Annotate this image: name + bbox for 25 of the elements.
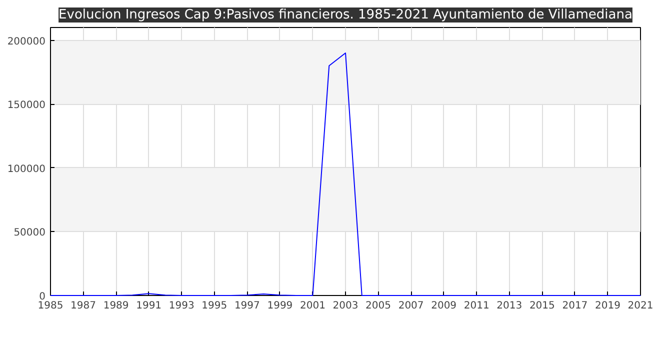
y-tick-label: 0 (39, 292, 46, 302)
x-tick-label: 2011 (464, 300, 490, 312)
x-tick-label: 1993 (168, 300, 194, 312)
x-tick-label: 1989 (103, 300, 129, 312)
x-tick-label: 1997 (234, 300, 260, 312)
x-tick-label: 2001 (300, 300, 326, 312)
x-tick-label: 2015 (529, 300, 555, 312)
y-tick-label: 200000 (7, 36, 46, 48)
x-tick-label: 1991 (136, 300, 162, 312)
x-tick-label: 2009 (431, 300, 457, 312)
x-tick-label: 2013 (496, 300, 522, 312)
x-tick-label: 1999 (267, 300, 293, 312)
y-tick-label: 150000 (7, 100, 46, 112)
x-tick-label: 2021 (628, 300, 654, 312)
x-tick-label: 2003 (332, 300, 358, 312)
x-tick-label: 2019 (595, 300, 620, 312)
y-tick-label: 100000 (7, 164, 46, 175)
x-tick-label: 1985 (38, 300, 64, 312)
x-tick-label: 2007 (398, 300, 424, 312)
x-tick-label: 2017 (562, 300, 588, 312)
x-tick-label: 1995 (202, 300, 228, 312)
x-tick-label: 1987 (70, 300, 96, 312)
x-tick-label: 2005 (366, 300, 392, 312)
y-tick-label: 50000 (14, 228, 46, 239)
chart-title: Evolucion Ingresos Cap 9:Pasivos financieros. 1985-2021 Ayuntamiento de Villamediana (58, 8, 632, 22)
